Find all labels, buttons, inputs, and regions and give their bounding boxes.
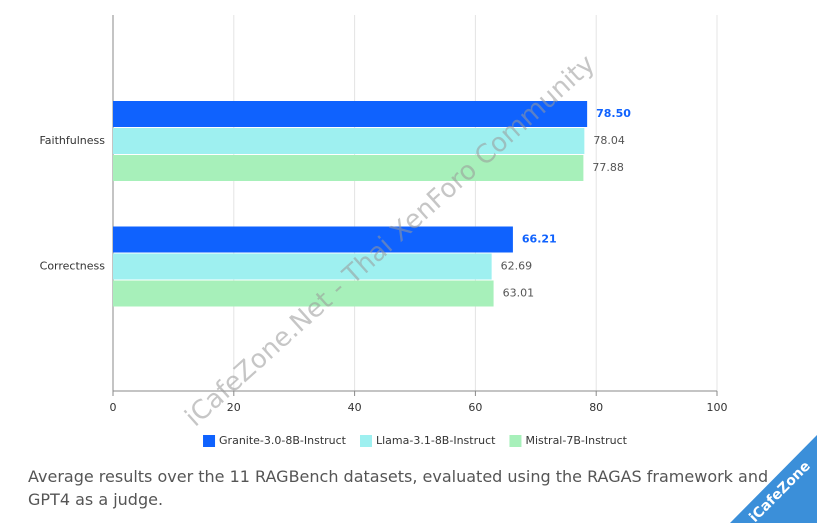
bar [113, 253, 492, 280]
caption: Average results over the 11 RAGBench dat… [28, 467, 769, 509]
bar [113, 280, 494, 307]
legend-label: Granite-3.0-8B-Instruct [219, 434, 347, 447]
badge-bg [730, 435, 817, 523]
legend-swatch [360, 435, 372, 447]
bar [113, 226, 513, 253]
x-tick-label: 20 [227, 401, 241, 414]
legend-swatch [509, 435, 522, 447]
legend-label: Llama-3.1-8B-Instruct [376, 434, 496, 447]
value-label: 78.04 [593, 134, 625, 147]
x-tick-label: 80 [589, 401, 603, 414]
x-tick-label: 0 [110, 401, 117, 414]
value-label: 63.01 [503, 287, 535, 300]
x-tick-label: 40 [348, 401, 362, 414]
value-label: 77.88 [592, 161, 624, 174]
value-label: 62.69 [501, 260, 532, 273]
legend: Granite-3.0-8B-Instruct Llama-3.1-8B-Inst… [203, 434, 628, 447]
bar [113, 128, 585, 154]
value-label: 78.50 [596, 107, 631, 120]
x-tick-label: 60 [468, 401, 482, 414]
y-tick-label: Correctness [40, 260, 106, 273]
bar [113, 101, 588, 127]
x-tick-label: 100 [707, 401, 728, 414]
legend-label: Mistral-7B-Instruct [525, 434, 627, 447]
value-label: 66.21 [522, 233, 557, 246]
y-tick-label: Faithfulness [39, 134, 105, 147]
legend-swatch [203, 435, 216, 447]
bar [113, 155, 584, 181]
